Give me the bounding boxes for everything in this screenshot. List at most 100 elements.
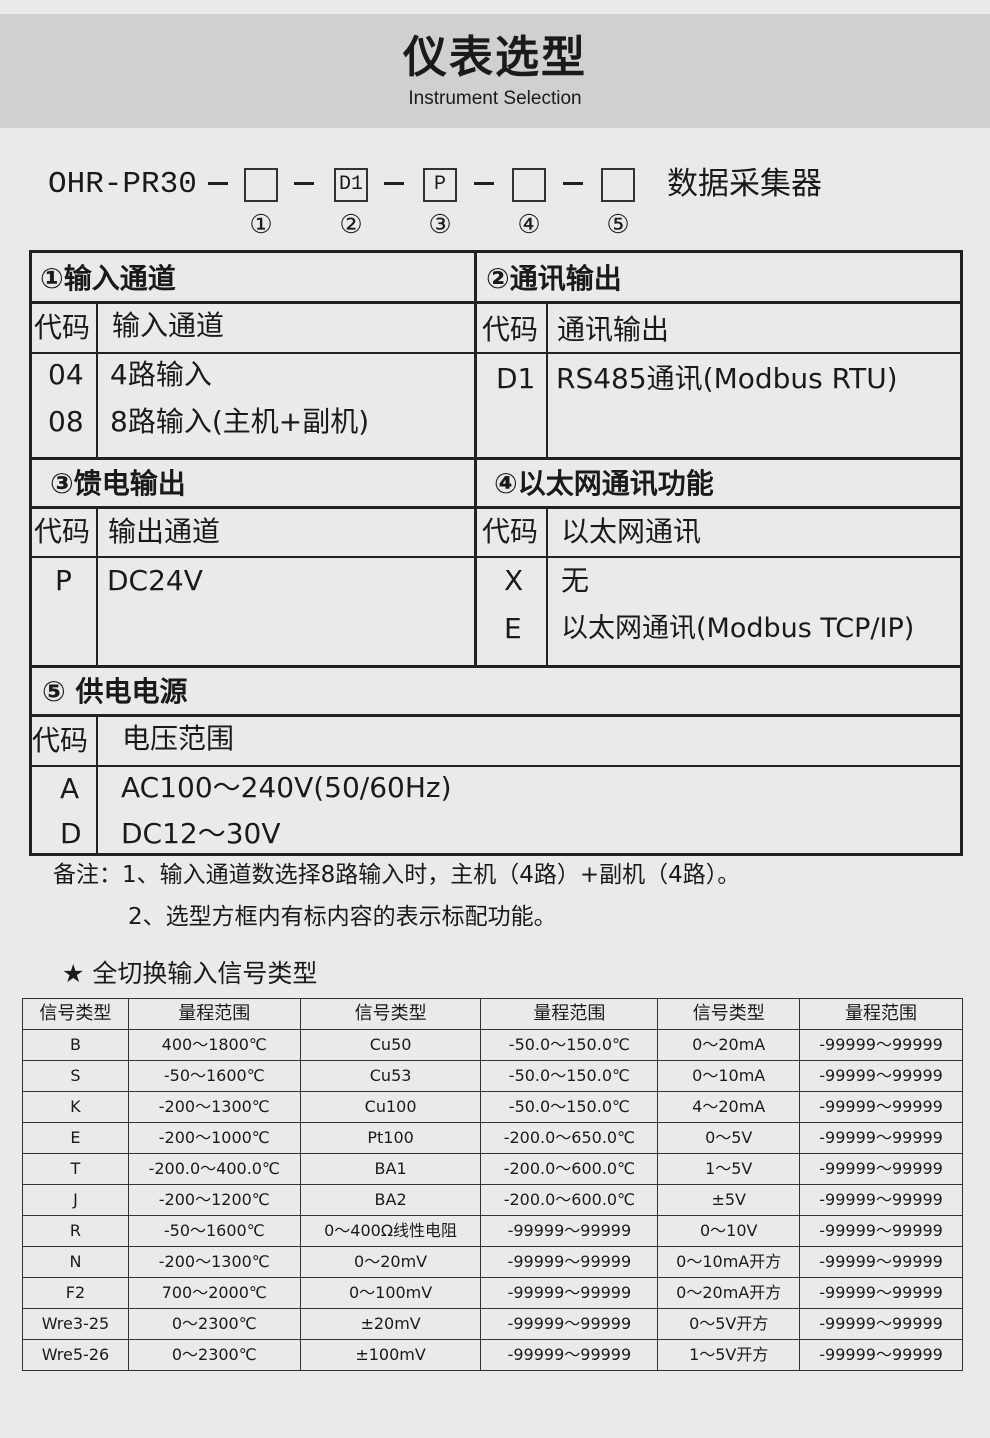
code-x: X [504, 564, 524, 597]
range-cell: -99999～99999 [799, 1308, 963, 1340]
table-row: Wre5-26 0～2300℃ ±100mV -99999～99999 1～5V开方 -9… [22, 1339, 963, 1371]
model-dash [208, 182, 228, 185]
note-1: 备注：1、输入通道数选择8路输入时，主机（4路）+副机（4路）。 [53, 862, 741, 888]
range-cell: -99999～99999 [799, 1091, 963, 1123]
marker-4: ④ [517, 210, 541, 240]
range-cell: -50.0～150.0℃ [480, 1029, 659, 1061]
range-cell: -50～1600℃ [127, 1060, 301, 1092]
signal-type-cell: ±100mV [299, 1339, 482, 1371]
code-04: 04 [48, 358, 84, 391]
signal-type-cell: 4～20mA [657, 1091, 801, 1123]
column-header: 信号类型 [22, 998, 129, 1030]
range-cell: -50.0～150.0℃ [480, 1091, 659, 1123]
model-dash [294, 182, 314, 185]
range-cell: 0～2300℃ [127, 1339, 301, 1371]
signal-type-cell: 0～20mA开方 [657, 1277, 801, 1309]
range-cell: -99999～99999 [480, 1339, 659, 1371]
table-row: T -200.0～400.0℃ BA1 -200.0～600.0℃ 1～5V -99999… [22, 1153, 963, 1185]
code-d: D [60, 817, 82, 850]
desc-d: DC12～30V [121, 817, 281, 850]
signal-type-cell: 0～100mV [299, 1277, 482, 1309]
range-cell: -99999～99999 [799, 1122, 963, 1154]
table-row: Wre3-25 0～2300℃ ±20mV -99999～99999 0～5V开方 -99… [22, 1308, 963, 1340]
table-row: J -200～1200℃ BA2 -200.0～600.0℃ ±5V -99999～999… [22, 1184, 963, 1216]
model-box-5 [601, 168, 635, 202]
range-cell: -99999～99999 [480, 1215, 659, 1247]
range-cell: -99999～99999 [480, 1246, 659, 1278]
signal-type-cell: Pt100 [299, 1122, 482, 1154]
range-cell: -99999～99999 [799, 1246, 963, 1278]
signal-type-cell: BA2 [299, 1184, 482, 1216]
code-a: A [60, 772, 80, 805]
model-prefix: OHR-PR30 [48, 167, 197, 202]
section-4-title: ④以太网通讯功能 [494, 467, 714, 500]
signal-type-cell: R [22, 1215, 129, 1247]
range-cell: -50～1600℃ [127, 1215, 301, 1247]
range-cell: -99999～99999 [799, 1277, 963, 1309]
model-dash [474, 182, 494, 185]
section-5-column: 电压范围 [122, 722, 235, 755]
signal-type-cell: ±5V [657, 1184, 801, 1216]
desc-x: 无 [561, 564, 590, 597]
model-box-1 [244, 168, 278, 202]
signal-type-cell: J [22, 1184, 129, 1216]
model-box-4 [512, 168, 546, 202]
model-box-2: D1 [334, 168, 368, 202]
code-header: 代码 [482, 313, 539, 346]
desc-08: 8路输入(主机+副机) [110, 405, 370, 438]
section-3-column: 输出通道 [108, 515, 221, 548]
signal-type-cell: F2 [22, 1277, 129, 1309]
desc-d1: RS485通讯(Modbus RTU) [556, 362, 898, 395]
desc-p: DC24V [107, 564, 203, 597]
table-row: R -50～1600℃ 0～400Ω线性电阻 -99999～99999 0～10V -99… [22, 1215, 963, 1247]
code-08: 08 [48, 405, 84, 438]
range-cell: -200～1000℃ [127, 1122, 301, 1154]
table-row: K -200～1300℃ Cu100 -50.0～150.0℃ 4～20mA -99999… [22, 1091, 963, 1123]
range-cell: 0～2300℃ [127, 1308, 301, 1340]
signal-type-cell: 1～5V [657, 1153, 801, 1185]
code-header: 代码 [32, 724, 89, 757]
signal-type-cell: Cu50 [299, 1029, 482, 1061]
signal-type-cell: 0～5V [657, 1122, 801, 1154]
table-row: N -200～1300℃ 0～20mV -99999～99999 0～10mA开方 -99… [22, 1246, 963, 1278]
section-2-column: 通讯输出 [557, 313, 670, 346]
range-cell: -99999～99999 [480, 1277, 659, 1309]
signal-type-cell: Cu53 [299, 1060, 482, 1092]
range-cell: -200.0～600.0℃ [480, 1184, 659, 1216]
column-header: 量程范围 [799, 998, 963, 1030]
table-row: S -50～1600℃ Cu53 -50.0～150.0℃ 0～10mA -99999～9… [22, 1060, 963, 1092]
code-d1: D1 [496, 362, 536, 395]
code-header: 代码 [34, 515, 91, 548]
section-1-title: ①输入通道 [40, 262, 176, 295]
signal-type-cell: 1～5V开方 [657, 1339, 801, 1371]
signal-type-cell: 0～5V开方 [657, 1308, 801, 1340]
range-cell: -200.0～650.0℃ [480, 1122, 659, 1154]
range-cell: -200.0～400.0℃ [127, 1153, 301, 1185]
section-3-title: ③馈电输出 [50, 467, 186, 500]
section-1-column: 输入通道 [112, 309, 225, 342]
model-product: 数据采集器 [667, 166, 822, 202]
model-dash [563, 182, 583, 185]
table-row: E -200～1000℃ Pt100 -200.0～650.0℃ 0～5V -99999～… [22, 1122, 963, 1154]
range-cell: -200.0～600.0℃ [480, 1153, 659, 1185]
signal-type-cell: 0～20mV [299, 1246, 482, 1278]
range-cell: -200～1200℃ [127, 1184, 301, 1216]
signal-type-cell: ±20mV [299, 1308, 482, 1340]
header-banner [0, 14, 990, 128]
code-header: 代码 [34, 311, 91, 344]
signal-type-cell: 0～10mA开方 [657, 1246, 801, 1278]
signal-type-cell: Wre5-26 [22, 1339, 129, 1371]
signal-type-cell: 0～400Ω线性电阻 [299, 1215, 482, 1247]
signal-heading: ★ 全切换输入信号类型 [62, 959, 318, 988]
page-title: 仪表选型 [403, 32, 587, 83]
range-cell: -99999～99999 [799, 1060, 963, 1092]
signal-type-cell: Wre3-25 [22, 1308, 129, 1340]
signal-type-cell: 0～20mA [657, 1029, 801, 1061]
range-cell: -200～1300℃ [127, 1246, 301, 1278]
signal-type-cell: E [22, 1122, 129, 1154]
code-header: 代码 [482, 515, 539, 548]
range-cell: -99999～99999 [480, 1308, 659, 1340]
desc-04: 4路输入 [110, 358, 212, 391]
column-header: 量程范围 [480, 998, 659, 1030]
range-cell: 700～2000℃ [127, 1277, 301, 1309]
